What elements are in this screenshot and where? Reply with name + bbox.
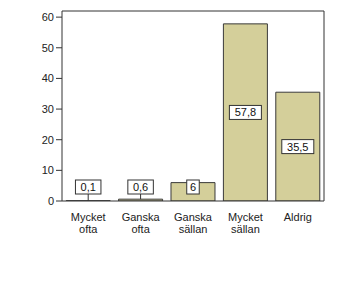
svg-text:30: 30 <box>42 103 54 115</box>
svg-text:10: 10 <box>42 164 54 176</box>
svg-text:Mycketofta: Mycketofta <box>71 211 106 235</box>
svg-text:Aldrig: Aldrig <box>284 211 312 223</box>
svg-text:0: 0 <box>48 195 54 207</box>
svg-text:0,6: 0,6 <box>133 181 148 193</box>
svg-text:60: 60 <box>42 11 54 23</box>
svg-text:57,8: 57,8 <box>235 106 256 118</box>
svg-text:Ganskaofta: Ganskaofta <box>122 211 161 235</box>
svg-text:35,5: 35,5 <box>287 141 308 153</box>
svg-text:40: 40 <box>42 72 54 84</box>
svg-text:0,1: 0,1 <box>81 181 96 193</box>
svg-text:Ganskasällan: Ganskasällan <box>174 211 213 235</box>
svg-text:6: 6 <box>190 181 196 193</box>
svg-text:50: 50 <box>42 42 54 54</box>
svg-text:Mycketsällan: Mycketsällan <box>228 211 263 235</box>
svg-text:20: 20 <box>42 134 54 146</box>
